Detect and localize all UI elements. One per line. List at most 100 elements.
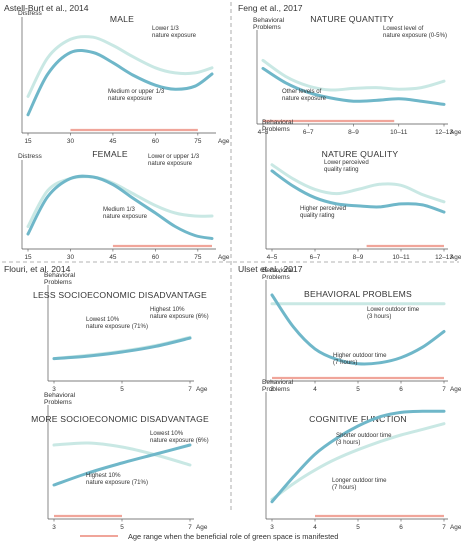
x-tick-label: 3: [270, 386, 274, 393]
x-tick-label: 60: [152, 138, 160, 145]
x-tick-label: 6: [399, 386, 403, 393]
chart-panel-7: MORE SOCIOECONOMIC DISADVANTAGE Behaviora…: [31, 392, 209, 531]
x-tick-label: 15: [24, 254, 32, 261]
legend: Age range when the beneficial role of gr…: [80, 532, 338, 541]
chart-panel-5: Flouri, et al. 2014 LESS SOCIOECONOMIC DI…: [4, 264, 209, 393]
series-annotation: Lower outdoor time (3 hours): [367, 306, 420, 320]
source-label: Astell-Burt et al., 2014: [4, 3, 89, 13]
series-line-dark: [26, 174, 214, 240]
x-tick-label: 30: [67, 138, 75, 145]
series-line-dark: [52, 336, 192, 361]
chart-panel-4: NATURE QUALITY Behavioral Problems 4–5 6–7 8–…: [262, 119, 461, 261]
x-tick-label: 8–9: [348, 129, 359, 136]
x-tick-label: 5: [120, 386, 124, 393]
series-annotation: Highest 10% nature exposure (71%): [86, 472, 148, 486]
series-annotation: Lower 1/3 nature exposure: [152, 25, 197, 39]
x-tick-label: 30: [67, 254, 75, 261]
x-axis-label: Age: [196, 386, 208, 393]
x-tick-label: 4: [313, 386, 317, 393]
series-annotation: Higher outdoor time (7 hours): [333, 352, 387, 366]
x-tick-label: 6: [399, 524, 403, 531]
x-tick-label: 6–7: [310, 254, 321, 261]
y-axis-label: Behavioral Problems: [44, 272, 76, 286]
x-tick-label: 12–13: [435, 129, 453, 136]
x-tick-label: 45: [109, 254, 117, 261]
source-label: Ulset et al., 2017: [238, 264, 303, 274]
series-annotation: Longer outdoor time (7 hours): [332, 477, 387, 491]
x-axis-label: Age: [450, 386, 461, 393]
x-axis-label: Age: [196, 524, 208, 531]
series-line-dark: [261, 66, 446, 106]
panel-dividers: [2, 2, 459, 512]
x-tick-label: 10–11: [392, 254, 410, 261]
x-tick-label: 75: [194, 138, 202, 145]
legend-label: Age range when the beneficial role of gr…: [128, 532, 338, 541]
series-line-light: [270, 163, 446, 204]
x-tick-label: 60: [152, 254, 160, 261]
x-tick-label: 7: [188, 386, 192, 393]
y-axis-label: Behavioral Problems: [262, 379, 294, 393]
x-tick-label: 4–5: [258, 129, 269, 136]
x-tick-label: 4: [313, 524, 317, 531]
y-axis-label: Behavioral Problems: [253, 17, 285, 31]
series-line-dark: [52, 443, 192, 487]
series-annotation: Medium 1/3 nature exposure: [103, 206, 148, 220]
series-line-dark: [270, 409, 446, 504]
source-label: Flouri, et al. 2014: [4, 264, 71, 274]
y-axis-label: Behavioral Problems: [44, 392, 76, 406]
x-tick-label: 3: [52, 524, 56, 531]
x-tick-label: 7: [442, 524, 446, 531]
chart-panel-6: Ulset et al., 2017 BEHAVIORAL PROBLEMS Beh…: [238, 264, 461, 393]
series-annotation: Lowest 10% nature exposure (71%): [86, 316, 148, 330]
x-tick-label: 10–11: [390, 129, 408, 136]
panel-title: NATURE QUANTITY: [310, 14, 394, 24]
x-tick-label: 4–5: [267, 254, 278, 261]
series-line-light: [26, 35, 214, 98]
x-axis-label: Age: [218, 254, 230, 261]
x-axis-label: Age: [218, 138, 230, 145]
y-axis-label: Distress: [18, 153, 43, 160]
series-line-dark: [270, 293, 446, 366]
series-line-light: [26, 175, 214, 228]
x-tick-label: 3: [52, 386, 56, 393]
source-label: Feng et al., 2017: [238, 3, 303, 13]
panel-title: NATURE QUALITY: [322, 149, 399, 159]
x-tick-label: 12–13: [435, 254, 453, 261]
panel-title: MALE: [110, 14, 134, 24]
series-annotation: Higher perceived quality rating: [300, 205, 346, 219]
series-annotation: Lower perceived quality rating: [324, 159, 369, 173]
series-line-light: [270, 422, 446, 501]
x-tick-label: 75: [194, 254, 202, 261]
panel-title: LESS SOCIOECONOMIC DISADVANTAGE: [33, 290, 207, 300]
series-annotation: Highest 10% nature exposure (6%): [150, 306, 209, 320]
x-tick-label: 5: [356, 524, 360, 531]
chart-panel-1: Astell-Burt et al., 2014 MALE Distress 15 30…: [4, 3, 230, 145]
x-tick-label: 5: [356, 386, 360, 393]
chart-panel-2: Feng et al., 2017 NATURE QUANTITY Behavior…: [238, 3, 461, 136]
x-axis-label: Age: [450, 129, 461, 136]
series-line-light: [261, 58, 446, 92]
series-annotation: Lowest 10% nature exposure (6%): [150, 430, 209, 444]
y-axis-label: Distress: [18, 10, 43, 17]
series-line-light: [52, 335, 192, 361]
series-line-dark: [270, 169, 446, 214]
panel-title: BEHAVIORAL PROBLEMS: [304, 289, 412, 299]
x-tick-label: 7: [442, 386, 446, 393]
y-axis-label: Behavioral Problems: [262, 119, 294, 133]
x-tick-label: 8–9: [353, 254, 364, 261]
x-tick-label: 45: [109, 138, 117, 145]
series-annotation: Medium or upper 1/3 nature exposure: [108, 88, 165, 102]
series-annotation: Shorter outdoor time (3 hours): [336, 432, 392, 446]
x-axis-label: Age: [450, 524, 461, 531]
x-tick-label: 15: [24, 138, 32, 145]
x-tick-label: 6–7: [303, 129, 314, 136]
series-annotation: Other levels of nature exposure: [282, 88, 327, 102]
x-tick-label: 5: [120, 524, 124, 531]
panel-title: MORE SOCIOECONOMIC DISADVANTAGE: [31, 414, 209, 424]
series-annotation: Lower or upper 1/3 nature exposure: [148, 153, 200, 167]
x-tick-label: 3: [270, 524, 274, 531]
chart-panels: Astell-Burt et al., 2014 MALE Distress 15 30…: [4, 3, 461, 531]
x-tick-label: 7: [188, 524, 192, 531]
